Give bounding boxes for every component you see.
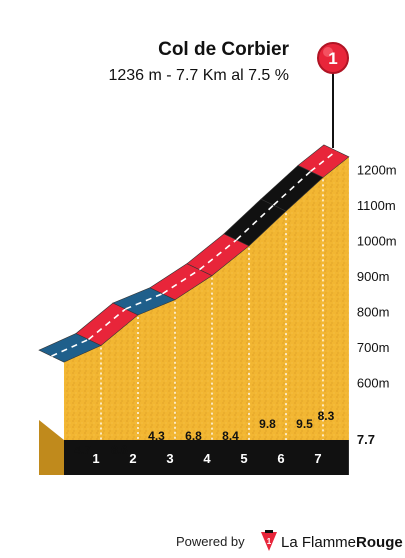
- gradient-label: 8.4: [222, 429, 239, 443]
- gradient-labels: 4.7 8.6 4.3 6.8 8.4 9.8 9.5 8.3: [74, 409, 334, 457]
- profile-side-face: [39, 420, 64, 475]
- gradient-label: 6.8: [185, 429, 202, 443]
- summit-marker: 1: [317, 42, 349, 148]
- profile-body: [38, 144, 350, 475]
- chart-subtitle: 1236 m - 7.7 Km al 7.5 %: [108, 67, 289, 84]
- altitude-tick-label: 1000m: [357, 234, 397, 249]
- km-label: 3: [166, 451, 173, 466]
- road-centerline: [51, 338, 89, 357]
- km-label: 7: [314, 451, 321, 466]
- altitude-tick-label: 800m: [357, 304, 390, 319]
- km-label: 6: [277, 451, 284, 466]
- road-centerline: [198, 239, 238, 271]
- road-centerline: [235, 204, 275, 241]
- road-centerline: [310, 150, 337, 173]
- profile-area-segment: [249, 211, 286, 440]
- powered-by-text: Powered by: [176, 534, 245, 549]
- altitude-tick-label: 600m: [357, 375, 390, 390]
- flamme-rouge-logo-icon: 1: [261, 530, 277, 551]
- profile-area-segment: [286, 177, 323, 440]
- profile-area-segment: [212, 245, 249, 440]
- profile-area-segment: [64, 345, 101, 440]
- base-band: [39, 440, 349, 475]
- altitude-axis: 600m 700m 800m 900m 1000m 1100m 1200m: [357, 163, 397, 391]
- km-label: 5: [240, 451, 247, 466]
- profile-area-segment: [101, 314, 138, 440]
- altitude-tick-label: 900m: [357, 269, 390, 284]
- road-centerline: [272, 170, 312, 206]
- gradient-label: 8.6: [111, 443, 128, 457]
- gradient-label: 8.3: [318, 409, 335, 423]
- gradient-label: 9.5: [296, 417, 313, 431]
- profile-area-segment: [138, 299, 175, 440]
- gradient-label: 4.7: [74, 443, 91, 457]
- chart-title: Col de Corbier: [158, 39, 290, 60]
- road-centerline: [162, 268, 200, 295]
- marker-label: 1: [328, 49, 337, 68]
- profile-area-segment: [175, 275, 212, 440]
- altitude-tick-label: 1100m: [357, 198, 396, 213]
- profile-area-segment: [323, 156, 349, 440]
- km-labels: 1 2 3 4 5 6 7 7.7: [92, 432, 375, 466]
- altitude-tick-label: 700m: [357, 340, 390, 355]
- gradient-label: 4.3: [148, 429, 165, 443]
- km-label: 2: [129, 451, 136, 466]
- road-centerline: [87, 308, 127, 341]
- altitude-tick-label: 1200m: [357, 163, 397, 178]
- svg-text:1: 1: [267, 537, 272, 546]
- brand-name: La FlammeRouge: [281, 534, 403, 551]
- km-label: 4: [203, 451, 211, 466]
- km-label: 1: [92, 451, 99, 466]
- brand-part-2: Rouge: [356, 534, 403, 551]
- gradient-label: 9.8: [259, 417, 276, 431]
- road-centerline: [125, 292, 163, 310]
- end-km-label: 7.7: [357, 432, 375, 447]
- brand-part-1: La Flamme: [281, 534, 356, 551]
